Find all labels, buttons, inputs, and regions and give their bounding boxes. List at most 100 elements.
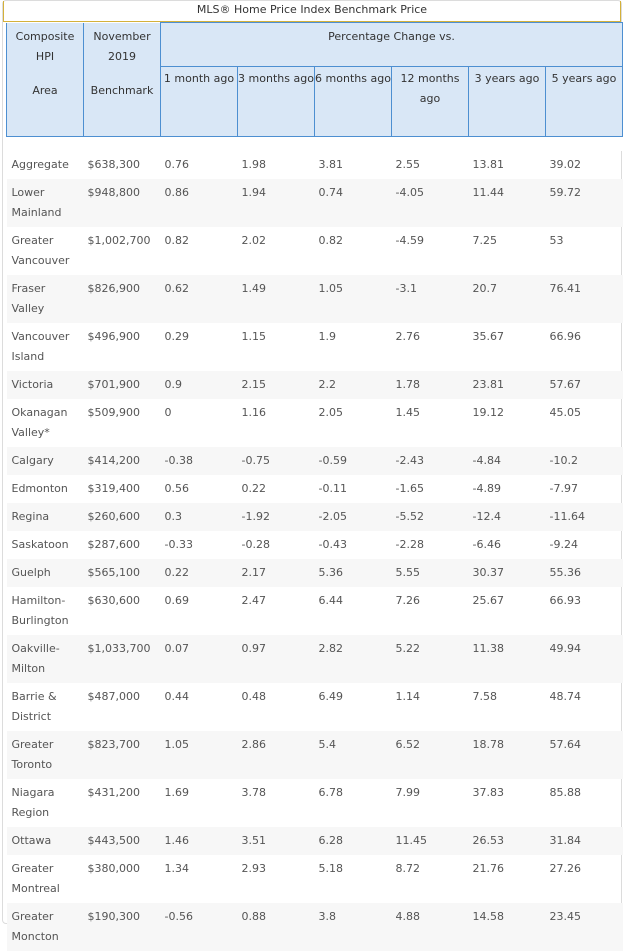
benchmark-cell: $823,700 [84,731,161,779]
benchmark-cell: $1,033,700 [84,635,161,683]
change-3-months-cell: 2.93 [238,855,315,903]
change-1-month-cell: 0.76 [161,151,238,179]
change-3-months-cell: 3.78 [238,779,315,827]
benchmark-cell: $287,600 [84,531,161,559]
change-3-months-cell: 2.47 [238,587,315,635]
change-12-months-cell: -2.28 [392,531,469,559]
change-3-months-cell: 0.97 [238,635,315,683]
change-12-months-cell: 2.76 [392,323,469,371]
change-6-months-cell: 2.82 [315,635,392,683]
change-1-month-cell: 1.05 [161,731,238,779]
change-6-months-cell: 3.81 [315,151,392,179]
change-3-years-cell: 19.12 [469,399,546,447]
change-12-months-cell: 4.88 [392,903,469,951]
change-6-months-cell: 1.05 [315,275,392,323]
area-cell: Greater Moncton [7,903,84,951]
change-3-months-cell: -0.75 [238,447,315,475]
benchmark-cell: $630,600 [84,587,161,635]
change-1-month-cell: 0 [161,399,238,447]
change-3-years-cell: -4.89 [469,475,546,503]
change-5-years-cell: -9.24 [546,531,623,559]
change-12-months-cell: 5.55 [392,559,469,587]
change-1-month-cell: 0.9 [161,371,238,399]
change-5-years-cell: 49.94 [546,635,623,683]
change-3-years-cell: 26.53 [469,827,546,855]
change-3-years-cell: -12.4 [469,503,546,531]
area-header: Area [7,67,84,137]
benchmark-cell: $948,800 [84,179,161,227]
benchmark-cell: $431,200 [84,779,161,827]
period-header-6-months: 6 months ago [315,67,392,137]
change-3-months-cell: 0.22 [238,475,315,503]
benchmark-cell: $443,500 [84,827,161,855]
change-3-months-cell: 1.15 [238,323,315,371]
change-6-months-cell: 5.18 [315,855,392,903]
area-cell: Guelph [7,559,84,587]
table-row: Saskatoon$287,600-0.33-0.28-0.43-2.28-6.… [7,531,623,559]
change-3-months-cell: 1.49 [238,275,315,323]
period-header-3-years: 3 years ago [469,67,546,137]
hpi-table: Composite HPI November 2019 Percentage C… [6,22,623,951]
area-cell: Oakville-Milton [7,635,84,683]
change-1-month-cell: 0.62 [161,275,238,323]
change-12-months-cell: 1.78 [392,371,469,399]
period-header-12-months: 12 months ago [392,67,469,137]
area-cell: Saskatoon [7,531,84,559]
change-6-months-cell: 1.9 [315,323,392,371]
change-1-month-cell: 0.82 [161,227,238,275]
benchmark-cell: $565,100 [84,559,161,587]
area-cell: Edmonton [7,475,84,503]
benchmark-cell: $487,000 [84,683,161,731]
change-6-months-cell: -2.05 [315,503,392,531]
area-cell: Ottawa [7,827,84,855]
change-12-months-cell: -2.43 [392,447,469,475]
change-5-years-cell: 27.26 [546,855,623,903]
change-6-months-cell: -0.11 [315,475,392,503]
change-12-months-cell: -4.05 [392,179,469,227]
period-header-5-years: 5 years ago [546,67,623,137]
change-3-months-cell: 1.98 [238,151,315,179]
november-2019-header: November 2019 [84,23,161,67]
change-12-months-cell: -5.52 [392,503,469,531]
change-1-month-cell: 1.69 [161,779,238,827]
area-cell: Calgary [7,447,84,475]
composite-hpi-header: Composite HPI [7,23,84,67]
change-12-months-cell: 2.55 [392,151,469,179]
change-6-months-cell: 6.49 [315,683,392,731]
change-6-months-cell: -0.43 [315,531,392,559]
benchmark-cell: $260,600 [84,503,161,531]
change-1-month-cell: 0.22 [161,559,238,587]
area-cell: Greater Toronto [7,731,84,779]
change-12-months-cell: 7.26 [392,587,469,635]
change-1-month-cell: 0.29 [161,323,238,371]
change-5-years-cell: 53 [546,227,623,275]
change-6-months-cell: 3.8 [315,903,392,951]
change-3-months-cell: 2.15 [238,371,315,399]
area-cell: Victoria [7,371,84,399]
change-3-months-cell: 0.88 [238,903,315,951]
change-6-months-cell: 6.44 [315,587,392,635]
hpi-table-container: MLS® Home Price Index Benchmark Price Co… [2,0,622,924]
table-caption: MLS® Home Price Index Benchmark Price [3,1,621,22]
area-cell: Lower Mainland [7,179,84,227]
benchmark-cell: $380,000 [84,855,161,903]
change-3-months-cell: 3.51 [238,827,315,855]
change-3-years-cell: 23.81 [469,371,546,399]
period-header-3-months: 3 months ago [238,67,315,137]
change-3-months-cell: 1.94 [238,179,315,227]
change-3-years-cell: 13.81 [469,151,546,179]
change-5-years-cell: 48.74 [546,683,623,731]
change-1-month-cell: 0.86 [161,179,238,227]
area-cell: Vancouver Island [7,323,84,371]
